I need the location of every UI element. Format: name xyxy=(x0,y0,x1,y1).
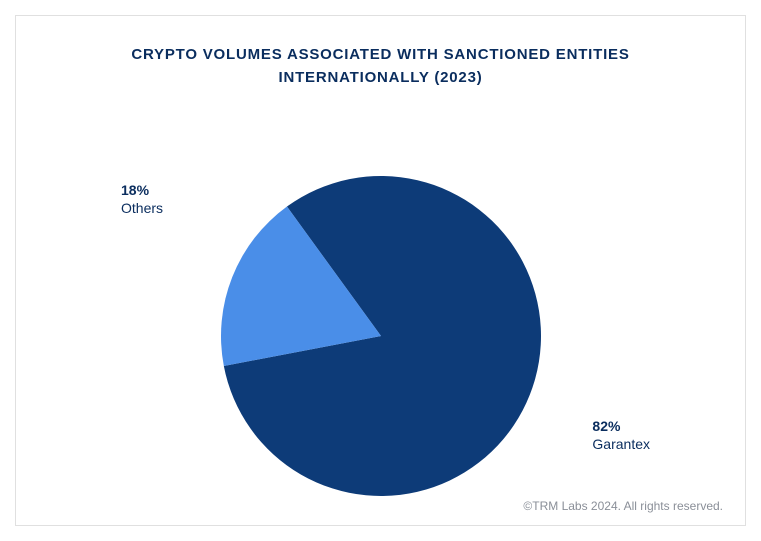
chart-title: CRYPTO VOLUMES ASSOCIATED WITH SANCTIONE… xyxy=(16,16,745,89)
copyright-text: ©TRM Labs 2024. All rights reserved. xyxy=(523,499,723,513)
pie-chart xyxy=(221,176,541,496)
slice-label-others: 18% Others xyxy=(121,181,163,217)
pie-svg xyxy=(221,176,541,496)
others-pct: 18% xyxy=(121,181,163,199)
title-line-2: INTERNATIONALLY (2023) xyxy=(278,69,482,86)
garantex-pct: 82% xyxy=(592,417,650,435)
title-line-1: CRYPTO VOLUMES ASSOCIATED WITH SANCTIONE… xyxy=(131,46,629,63)
others-name: Others xyxy=(121,199,163,217)
slice-label-garantex: 82% Garantex xyxy=(592,417,650,453)
garantex-name: Garantex xyxy=(592,435,650,453)
chart-card: CRYPTO VOLUMES ASSOCIATED WITH SANCTIONE… xyxy=(15,15,746,526)
